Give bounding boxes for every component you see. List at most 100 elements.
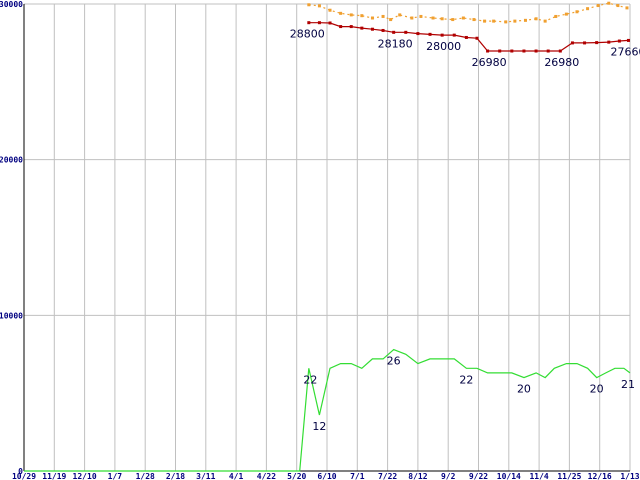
- series-point-marker: [370, 27, 374, 31]
- data-label: 12: [312, 420, 326, 433]
- series-point-marker: [440, 17, 444, 21]
- series-point-marker: [317, 4, 321, 8]
- series-point-marker: [492, 19, 496, 23]
- series-point-marker: [307, 21, 311, 25]
- x-tick-label: 12/10: [73, 472, 97, 480]
- x-tick-label: 7/1: [350, 472, 365, 480]
- x-tick-label: 12/16: [588, 472, 612, 480]
- series-point-marker: [370, 16, 374, 20]
- x-tick-label: 3/11: [196, 472, 215, 480]
- series-point-marker: [523, 18, 527, 22]
- x-tick-label: 11/25: [557, 472, 581, 480]
- series-point-marker: [546, 49, 550, 53]
- data-label: 28000: [426, 40, 461, 53]
- series-point-marker: [472, 18, 476, 22]
- series-point-marker: [504, 20, 508, 24]
- x-tick-label: 4/1: [229, 472, 244, 480]
- series-point-marker: [404, 30, 408, 34]
- data-label: 20: [590, 383, 604, 396]
- x-tick-label: 7/22: [378, 472, 397, 480]
- series-point-marker: [339, 11, 343, 15]
- x-tick-label: 1/28: [136, 472, 155, 480]
- series-point-marker: [389, 18, 393, 22]
- data-label: 26980: [472, 56, 507, 69]
- x-tick-label: 10/14: [497, 472, 521, 480]
- series-point-marker: [483, 19, 487, 23]
- x-tick-label: 8/12: [408, 472, 427, 480]
- x-tick-label: 6/10: [317, 472, 336, 480]
- series-point-marker: [498, 49, 502, 53]
- data-label: 27660: [611, 45, 640, 58]
- series-point-marker: [464, 35, 468, 39]
- series-point-marker: [522, 49, 526, 53]
- data-label: 26980: [544, 56, 579, 69]
- series-point-marker: [381, 28, 385, 32]
- series-point-marker: [328, 8, 332, 12]
- series-point-marker: [607, 40, 611, 44]
- x-tick-label: 9/2: [441, 472, 456, 480]
- data-label: 28800: [290, 28, 325, 41]
- x-tick-label: 11/19: [42, 472, 66, 480]
- data-labels: 28800 28180 28000 26980 26980 27660 22 12 26 22 20…: [290, 28, 640, 433]
- series-line-upper: [308, 2, 628, 23]
- x-tick-label: 1/13: [620, 472, 639, 480]
- series-point-marker: [626, 38, 630, 42]
- series-point-marker: [349, 13, 353, 17]
- series-point-marker: [431, 16, 435, 20]
- series-point-marker: [428, 32, 432, 36]
- series-point-marker: [360, 14, 364, 18]
- data-label: 22: [459, 373, 473, 386]
- x-tick-labels: 10/29 11/19 12/10 1/7 1/28 2/18 3/11 4/1 4/22 5/2…: [12, 472, 640, 480]
- series-line-lower: [24, 348, 631, 472]
- series-point-marker: [625, 6, 629, 10]
- series-point-marker: [328, 21, 332, 25]
- series-point-marker: [419, 14, 423, 18]
- series-point-marker: [596, 4, 600, 8]
- series-point-marker: [510, 49, 514, 53]
- x-tick-label: 10/29: [12, 472, 36, 480]
- series-point-marker: [440, 33, 444, 37]
- series-point-marker: [381, 14, 385, 18]
- series-point-marker: [410, 16, 414, 20]
- series-point-marker: [475, 36, 479, 40]
- y-tick-label: 30000: [0, 0, 23, 9]
- series-point-marker: [398, 13, 402, 17]
- series-point-marker: [392, 30, 396, 34]
- y-tick-label: 20000: [0, 156, 23, 165]
- data-label: 20: [517, 383, 531, 396]
- series-point-marker: [543, 19, 547, 23]
- series-point-marker: [339, 25, 343, 29]
- series-point-marker: [486, 49, 490, 53]
- data-label: 28180: [378, 37, 413, 50]
- data-label: 21: [621, 378, 635, 391]
- series-point-marker: [534, 17, 538, 21]
- x-tick-label: 4/22: [257, 472, 276, 480]
- series-point-marker: [558, 49, 562, 53]
- series-point-marker: [554, 14, 558, 18]
- series: [24, 1, 631, 472]
- series-point-marker: [416, 32, 420, 36]
- series-point-marker: [617, 39, 621, 43]
- x-tick-label: 5/20: [287, 472, 306, 480]
- series-point-marker: [595, 41, 599, 45]
- grid-lines: [24, 3, 631, 471]
- series-point-marker: [607, 1, 611, 5]
- series-point-marker: [307, 3, 311, 7]
- x-tick-label: 2/18: [166, 472, 185, 480]
- series-point-marker: [583, 41, 587, 45]
- y-tick-label: 10000: [0, 311, 23, 320]
- data-label: 22: [303, 373, 317, 386]
- series-point-marker: [575, 10, 579, 14]
- series-point-marker: [564, 12, 568, 16]
- series-point-marker: [451, 18, 455, 22]
- series-point-marker: [452, 33, 456, 37]
- y-tick-labels: 0 10000 20000 30000: [0, 0, 23, 476]
- series-line-main: [308, 22, 629, 52]
- x-tick-label: 9/22: [469, 472, 488, 480]
- series-point-marker: [513, 19, 517, 23]
- series-point-marker: [317, 21, 321, 25]
- x-tick-label: 1/7: [108, 472, 123, 480]
- series-point-marker: [360, 26, 364, 30]
- series-point-marker: [461, 16, 465, 20]
